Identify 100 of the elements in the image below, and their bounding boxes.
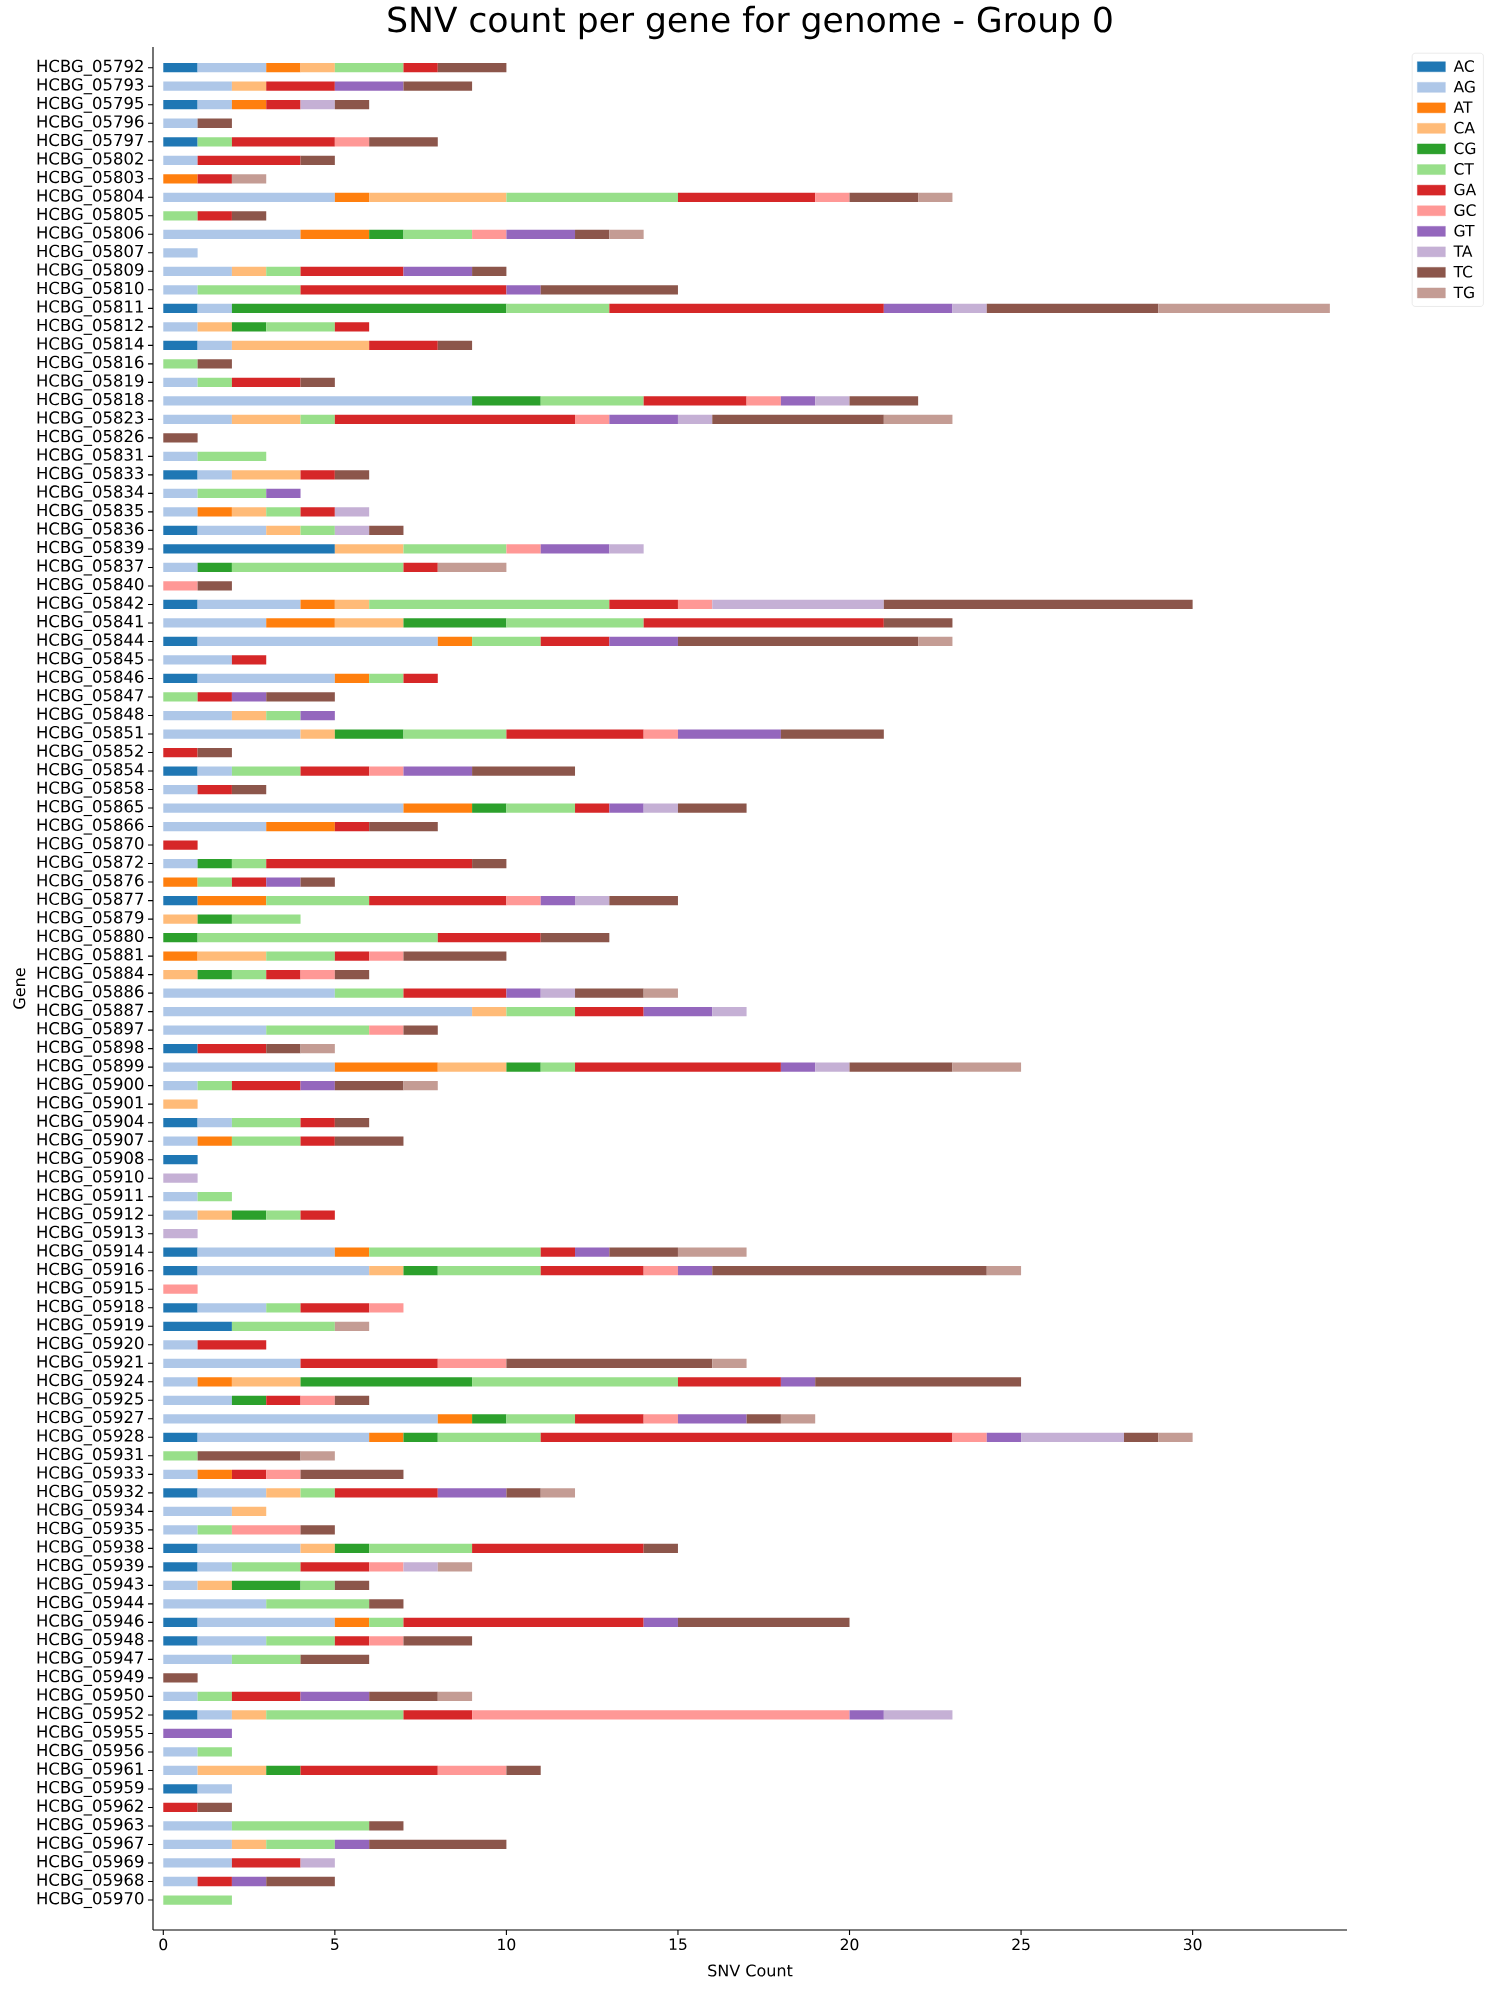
bar [300,766,370,776]
bar [197,1580,232,1590]
bar [163,396,473,406]
bar [334,1617,370,1628]
bar [334,507,370,517]
y-tick-label: HCBG_05797 [37,133,144,150]
bar [197,63,267,73]
bar [472,1007,507,1017]
bar [609,803,644,813]
bar [266,1488,301,1498]
y-tick-label: HCBG_05956 [37,1743,144,1761]
bar [163,1784,198,1794]
y-tick-label: HCBG_05816 [37,355,144,372]
bar [472,1377,678,1387]
bar [300,1118,335,1128]
y-tick-label: HCBG_05833 [37,466,144,483]
bar [231,1525,301,1535]
bar [609,1247,678,1257]
bar [163,692,198,702]
bar [334,1395,370,1405]
bar [986,303,1159,313]
bar [643,618,884,628]
bar [677,1266,713,1276]
bar [163,1118,198,1128]
y-tick-label: HCBG_05834 [37,485,144,502]
bar [163,784,198,795]
bar [609,599,678,610]
bar [334,821,370,832]
y-tick-label: HCBG_05913 [37,1225,144,1242]
bar [506,229,576,239]
bar [163,1025,267,1035]
bar [197,858,232,869]
y-tick-label: HCBG_05852 [37,744,143,761]
y-tick-label: HCBG_05927 [37,1410,144,1427]
bar [575,803,610,813]
bar [506,803,576,813]
bar [231,1377,301,1387]
bar [369,340,438,350]
bar [266,81,335,91]
bar [506,1414,576,1424]
bar [266,951,335,961]
bar [849,1710,884,1720]
bar [231,1321,335,1331]
y-tick-label: HCBG_05810 [37,281,144,298]
bar [163,359,198,369]
bar [231,137,335,147]
y-tick-label: HCBG_05918 [37,1299,144,1316]
bar [266,100,301,110]
bar [197,877,232,887]
y-tick-label: HCBG_05949 [37,1669,144,1686]
bar [403,1432,438,1442]
bar [883,414,953,424]
bar [334,1543,370,1553]
y-tick-label: HCBG_05796 [37,115,144,132]
bar [369,137,438,147]
bar [334,414,576,424]
bar [197,1081,232,1091]
bar [266,1025,370,1035]
bar [163,155,198,165]
bar [609,636,678,647]
bar [197,118,232,128]
bar [609,229,644,239]
y-tick-label: HCBG_05928 [37,1429,144,1446]
bar [163,969,198,980]
bar [334,63,404,73]
bar [231,266,267,276]
bar [334,137,370,147]
bar [369,1543,473,1553]
bar [231,1118,301,1128]
bar [506,618,644,628]
x-tick-label: 20 [840,1938,859,1951]
bar [300,1451,335,1461]
bar [163,1081,198,1091]
bar [334,470,370,480]
bar [506,1007,576,1017]
y-tick-label: HCBG_05851 [37,725,143,743]
bar [197,969,232,980]
bar [197,1118,232,1128]
bar [369,1266,404,1276]
bar [163,1636,198,1646]
bar [197,914,232,924]
y-tick-label: HCBG_05804 [37,189,144,206]
bar [403,1562,438,1572]
y-tick-label: HCBG_05879 [37,911,144,928]
legend-label: TG [1453,286,1474,299]
bar [231,710,267,721]
bar [266,1599,370,1609]
bar [334,81,404,91]
y-tick-label: HCBG_05961 [37,1762,143,1779]
bar [231,692,267,702]
y-tick-label: HCBG_05970 [37,1891,144,1909]
x-tick-label: 0 [159,1938,168,1951]
bar [197,322,232,332]
legend-label: GA [1454,183,1477,196]
bar [266,1876,335,1887]
legend-label: GT [1454,224,1475,237]
bar [197,766,232,776]
bar [163,932,198,943]
bar [163,211,198,221]
bar [163,1266,198,1276]
